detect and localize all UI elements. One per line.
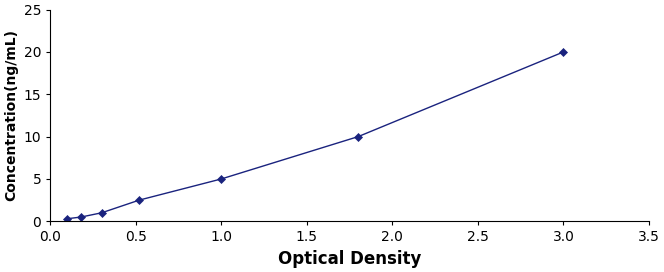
X-axis label: Optical Density: Optical Density: [278, 250, 422, 268]
Y-axis label: Concentration(ng/mL): Concentration(ng/mL): [4, 29, 18, 202]
